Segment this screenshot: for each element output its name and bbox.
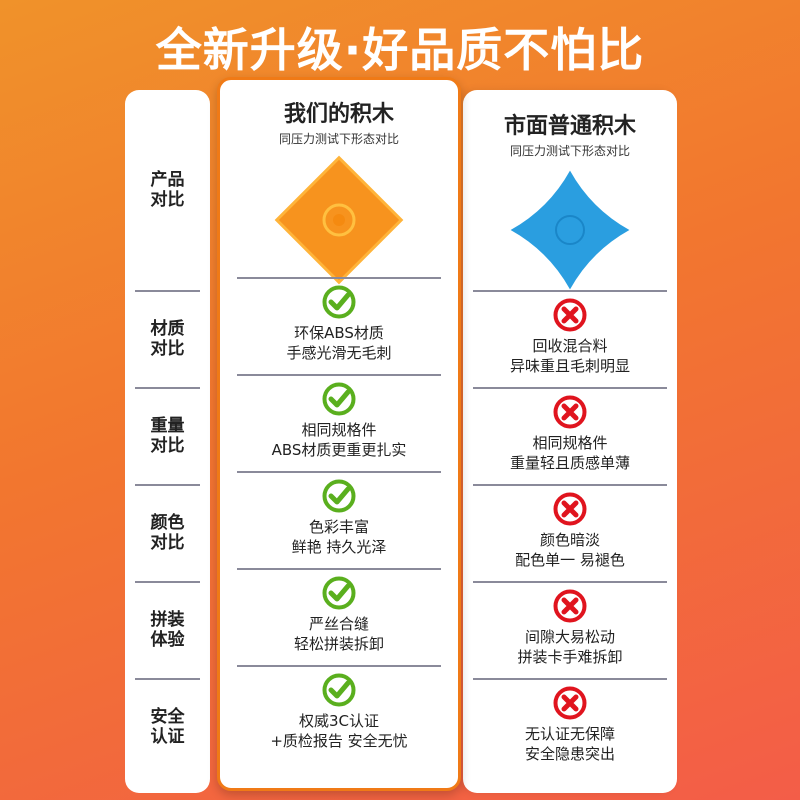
criteria-row: 拼装体验 bbox=[125, 581, 210, 678]
market-feature-cell: 颜色暗淡配色单一 易褪色 bbox=[463, 484, 677, 581]
market-feature-line: 安全隐患突出 bbox=[524, 745, 615, 763]
market-title: 市面普通积木 bbox=[503, 114, 636, 139]
market-feature-line: 间隙大易松动 bbox=[524, 628, 615, 646]
market-feature-line: 回收混合料 bbox=[532, 337, 608, 355]
our-feature-line: +质检报告 安全无忧 bbox=[270, 732, 408, 750]
x-circle-icon bbox=[553, 492, 587, 526]
criteria-label: 安全认证 bbox=[150, 706, 185, 747]
our-block-image bbox=[220, 155, 458, 285]
x-circle-icon bbox=[553, 686, 587, 720]
criteria-label: 材质对比 bbox=[150, 318, 185, 359]
criteria-row: 重量对比 bbox=[125, 387, 210, 484]
header-label: 产品对比 bbox=[150, 170, 185, 210]
our-feature-cell: 严丝合缝轻松拼装拆卸 bbox=[220, 568, 458, 665]
criteria-row: 材质对比 bbox=[125, 290, 210, 387]
x-circle-icon bbox=[553, 589, 587, 623]
header-label-cell: 产品对比 bbox=[125, 90, 210, 290]
market-feature-line: 配色单一 易褪色 bbox=[515, 551, 625, 569]
market-feature-line: 颜色暗淡 bbox=[539, 531, 600, 549]
our-feature-line: ABS材质更重更扎实 bbox=[271, 441, 407, 459]
market-blocks-column: 市面普通积木 同压力测试下形态对比 回收混合料异味重且毛刺明显 相同规格件重量轻且… bbox=[463, 90, 677, 793]
check-circle-icon bbox=[322, 673, 356, 707]
our-feature-line: 严丝合缝 bbox=[308, 615, 369, 633]
check-circle-icon bbox=[322, 382, 356, 416]
page-title: 全新升级·好品质不怕比 bbox=[155, 23, 645, 77]
our-feature-cell: 色彩丰富鲜艳 持久光泽 bbox=[220, 471, 458, 568]
market-feature-cell: 相同规格件重量轻且质感单薄 bbox=[463, 387, 677, 484]
criteria-column: 产品对比 材质对比重量对比颜色对比拼装体验安全认证 bbox=[125, 90, 210, 793]
our-title: 我们的积木 bbox=[283, 102, 394, 127]
our-feature-line: 权威3C认证 bbox=[298, 712, 380, 730]
market-feature-line: 相同规格件 bbox=[532, 434, 608, 452]
criteria-label: 重量对比 bbox=[150, 415, 185, 456]
our-feature-line: 相同规格件 bbox=[301, 421, 377, 439]
our-blocks-column: 我们的积木 同压力测试下形态对比 环保ABS材质 手感光滑无毛刺 相同规格件 ABS材… bbox=[217, 77, 461, 791]
criteria-row: 安全认证 bbox=[125, 678, 210, 775]
check-circle-icon bbox=[322, 576, 356, 610]
market-feature-line: 重量轻且质感单薄 bbox=[509, 454, 630, 472]
our-feature-line: 轻松拼装拆卸 bbox=[293, 635, 384, 653]
check-circle-icon bbox=[322, 285, 356, 319]
our-feature-cell: 环保ABS材质 手感光滑无毛刺 bbox=[220, 277, 458, 374]
our-feature-line: 色彩丰富 bbox=[308, 518, 369, 536]
our-feature-cell: 权威3C认证 +质检报告 安全无忧 bbox=[220, 665, 458, 762]
our-feature-cell: 相同规格件 ABS材质更重更扎实 bbox=[220, 374, 458, 471]
market-feature-line: 拼装卡手难拆卸 bbox=[517, 648, 623, 666]
criteria-label: 拼装体验 bbox=[150, 609, 185, 650]
x-circle-icon bbox=[553, 298, 587, 332]
criteria-label: 颜色对比 bbox=[150, 512, 185, 553]
our-feature-line: 手感光滑无毛刺 bbox=[286, 344, 392, 362]
market-feature-cell: 回收混合料异味重且毛刺明显 bbox=[463, 290, 677, 387]
check-circle-icon bbox=[322, 479, 356, 513]
x-circle-icon bbox=[553, 395, 587, 429]
market-feature-line: 异味重且毛刺明显 bbox=[509, 357, 630, 375]
criteria-row: 颜色对比 bbox=[125, 484, 210, 581]
our-subtitle: 同压力测试下形态对比 bbox=[278, 132, 399, 146]
our-feature-line: 环保ABS材质 bbox=[294, 324, 384, 342]
market-subtitle: 同压力测试下形态对比 bbox=[509, 144, 630, 158]
market-block-image bbox=[463, 170, 677, 290]
our-feature-line: 鲜艳 持久光泽 bbox=[291, 538, 387, 556]
market-feature-cell: 间隙大易松动 拼装卡手难拆卸 bbox=[463, 581, 677, 678]
market-feature-line: 无认证无保障 bbox=[524, 725, 615, 743]
market-feature-cell: 无认证无保障 安全隐患突出 bbox=[463, 678, 677, 775]
